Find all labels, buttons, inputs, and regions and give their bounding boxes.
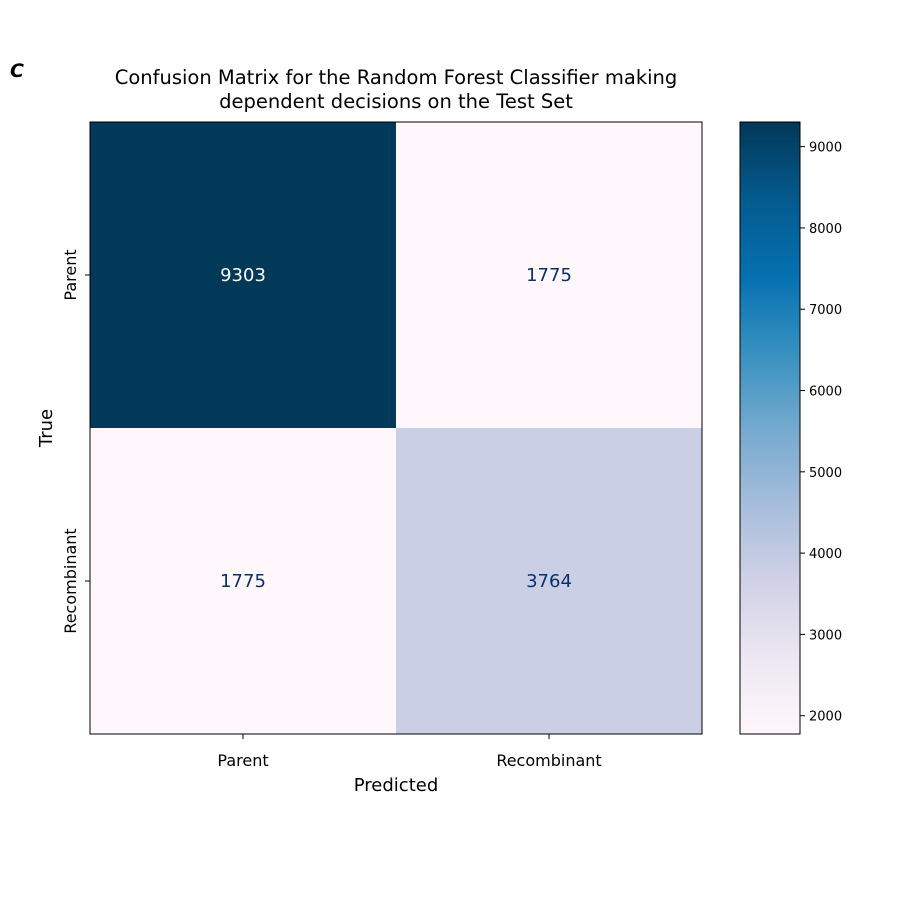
colorbar: [739, 121, 801, 735]
colorbar-ticks: 2000 3000 4000 5000 6000 7000 8000 9000: [800, 141, 842, 725]
panel-label: C: [10, 60, 24, 82]
heatmap-cell-r1-c0: [90, 428, 396, 734]
colorbar-tick-label: 2000: [809, 710, 842, 725]
cell-value-r1-c1: 3764: [526, 571, 572, 592]
chart-title-line-2: dependent decisions on the Test Set: [219, 90, 573, 113]
cell-value-r0-c0: 9303: [220, 265, 266, 286]
heatmap-cell-r0-c0: [90, 122, 396, 428]
plot-frame: [89, 121, 703, 735]
heatmap-cell-r1-c1: [396, 428, 702, 734]
x-axis-ticks: Parent Recombinant: [217, 734, 602, 770]
y-axis-ticks: Parent Recombinant: [61, 249, 90, 634]
colorbar-tick-label: 4000: [809, 547, 842, 562]
heatmap-cell-r0-c1: [396, 122, 702, 428]
colorbar-tick-label: 9000: [809, 141, 842, 156]
cell-value-r1-c0: 1775: [220, 571, 266, 592]
colorbar-tick-label: 8000: [809, 222, 842, 237]
chart-title-line-1: Confusion Matrix for the Random Forest C…: [115, 66, 678, 89]
x-tick-label: Parent: [217, 751, 268, 770]
x-tick-label: Recombinant: [496, 751, 601, 770]
colorbar-tick-label: 6000: [809, 385, 842, 400]
y-axis-label: True: [36, 409, 57, 448]
cell-value-r0-c1: 1775: [526, 265, 572, 286]
y-tick-label: Parent: [61, 249, 80, 300]
colorbar-tick-label: 7000: [809, 303, 842, 318]
y-tick-label: Recombinant: [61, 528, 80, 633]
colorbar-tick-label: 3000: [809, 628, 842, 643]
heatmap-cells: [90, 122, 702, 734]
colorbar-tick-label: 5000: [809, 466, 842, 481]
x-axis-label: Predicted: [354, 775, 439, 796]
heatmap-cell-labels: 9303 1775 1775 3764: [220, 265, 572, 592]
